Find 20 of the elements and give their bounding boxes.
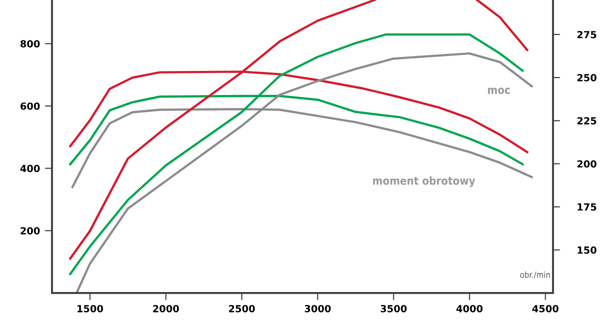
y-tick-label: 800 (20, 40, 40, 48)
y2-tick-label: 150 (578, 246, 596, 254)
y2-tick-label: 225 (577, 117, 596, 124)
y2-tick-label: 250 (577, 74, 596, 82)
x-tick-label: 2000 (153, 304, 179, 312)
x-tick-label: 3500 (380, 304, 407, 312)
y-tick-label: 200 (20, 227, 40, 234)
x-tick-label: 4500 (532, 304, 558, 312)
y2-tick-label: 200 (577, 160, 596, 168)
y-tick-label: 600 (20, 102, 40, 110)
x-tick-label: 2500 (229, 304, 255, 312)
x-tick-label: 4000 (456, 304, 483, 312)
annotation: obr./min (520, 271, 550, 278)
y-tick-label: 400 (20, 164, 40, 172)
annotation: moc (488, 88, 510, 94)
y2-tick-label: 275 (577, 30, 596, 38)
annotation: moment obrotowy (373, 176, 476, 188)
x-tick-label: 1500 (78, 304, 104, 312)
y2-tick-label: 175 (578, 203, 596, 211)
x-tick-label: 3000 (304, 304, 331, 312)
